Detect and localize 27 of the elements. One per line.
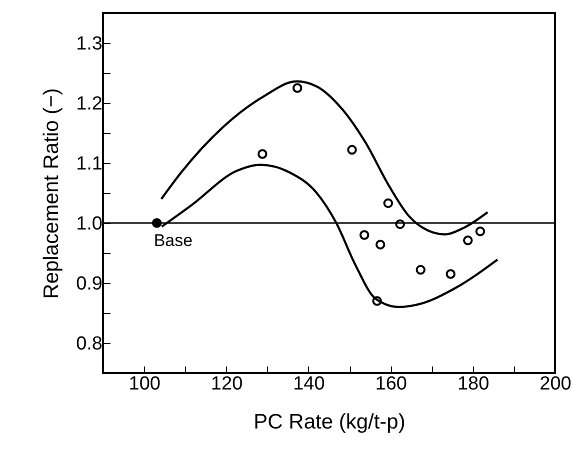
point [258, 149, 268, 159]
point [416, 264, 426, 275]
point [372, 296, 382, 306]
y-tick-label: 0.9 [76, 274, 102, 294]
point [383, 198, 394, 208]
y-tick-label: 1.1 [76, 154, 102, 174]
point [292, 83, 302, 93]
x-tick-label: 180 [457, 374, 490, 394]
point [375, 240, 386, 250]
x-tick-label: 120 [210, 374, 243, 394]
x-tick-label: 100 [128, 374, 160, 394]
x-axis-title: PC Rate (kg/t-p) [254, 410, 406, 434]
y-tick-label: 1.2 [76, 94, 102, 114]
annotation: Base [154, 231, 193, 250]
point [475, 226, 486, 236]
y-tick-label: 1.3 [76, 34, 102, 54]
point [347, 144, 357, 155]
point [463, 236, 473, 246]
point [395, 219, 405, 230]
x-tick-label: 140 [293, 374, 325, 394]
y-tick-label: 1.0 [76, 214, 102, 234]
point [446, 269, 456, 279]
x-tick-label: 160 [375, 374, 407, 394]
x-tick-label: 200 [540, 374, 572, 394]
point [359, 230, 370, 240]
y-tick-label: 0.8 [76, 334, 102, 354]
y-axis-title: Replacement Ratio (−) [40, 88, 64, 299]
